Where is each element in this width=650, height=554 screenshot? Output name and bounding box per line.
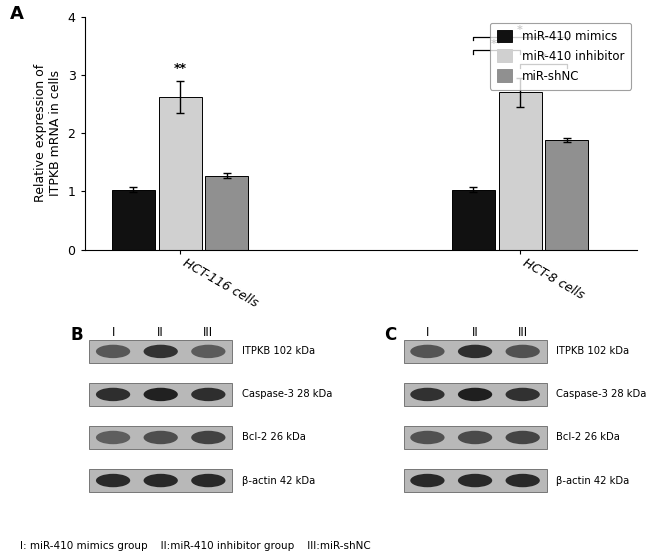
Text: B: B bbox=[70, 326, 83, 345]
Ellipse shape bbox=[96, 431, 130, 444]
Ellipse shape bbox=[191, 474, 226, 487]
Ellipse shape bbox=[458, 474, 492, 487]
Bar bbox=[89, 340, 232, 363]
Ellipse shape bbox=[144, 388, 178, 401]
Ellipse shape bbox=[191, 345, 226, 358]
Ellipse shape bbox=[410, 474, 445, 487]
Bar bbox=[205, 176, 248, 249]
Text: β-actin 42 kDa: β-actin 42 kDa bbox=[242, 475, 315, 485]
Ellipse shape bbox=[506, 388, 540, 401]
Bar bbox=[452, 189, 495, 249]
Text: *: * bbox=[517, 25, 523, 35]
Text: I: I bbox=[111, 326, 115, 340]
Ellipse shape bbox=[96, 388, 130, 401]
Bar bbox=[89, 469, 232, 492]
Bar bbox=[499, 93, 541, 249]
Ellipse shape bbox=[458, 345, 492, 358]
Ellipse shape bbox=[410, 431, 445, 444]
Ellipse shape bbox=[96, 474, 130, 487]
Bar bbox=[545, 140, 588, 249]
Text: II: II bbox=[472, 326, 478, 340]
Bar bbox=[112, 189, 155, 249]
Bar bbox=[89, 383, 232, 406]
Bar bbox=[404, 340, 547, 363]
Text: ITPKB 102 kDa: ITPKB 102 kDa bbox=[242, 346, 315, 356]
Text: Bcl-2 26 kDa: Bcl-2 26 kDa bbox=[242, 433, 306, 443]
Bar bbox=[159, 97, 202, 249]
Ellipse shape bbox=[506, 345, 540, 358]
Ellipse shape bbox=[410, 388, 445, 401]
Bar bbox=[404, 383, 547, 406]
Text: **: ** bbox=[174, 62, 187, 75]
Ellipse shape bbox=[96, 345, 130, 358]
Ellipse shape bbox=[144, 474, 178, 487]
Text: I: miR-410 mimics group    II:miR-410 inhibitor group    III:miR-shNC: I: miR-410 mimics group II:miR-410 inhib… bbox=[20, 541, 370, 551]
Text: III: III bbox=[517, 326, 528, 340]
Ellipse shape bbox=[458, 431, 492, 444]
Ellipse shape bbox=[144, 345, 178, 358]
Bar bbox=[404, 469, 547, 492]
Text: C: C bbox=[385, 326, 396, 345]
Text: I: I bbox=[426, 326, 429, 340]
Text: A: A bbox=[10, 5, 24, 23]
Text: Caspase-3 28 kDa: Caspase-3 28 kDa bbox=[556, 389, 646, 399]
Y-axis label: Relative expression of
ITPKB mRNA in cells: Relative expression of ITPKB mRNA in cel… bbox=[34, 64, 62, 202]
Legend: miR-410 mimics, miR-410 inhibitor, miR-shNC: miR-410 mimics, miR-410 inhibitor, miR-s… bbox=[489, 23, 631, 90]
Ellipse shape bbox=[506, 431, 540, 444]
Ellipse shape bbox=[506, 474, 540, 487]
Text: β-actin 42 kDa: β-actin 42 kDa bbox=[556, 475, 629, 485]
Text: Bcl-2 26 kDa: Bcl-2 26 kDa bbox=[556, 433, 620, 443]
Text: II: II bbox=[157, 326, 164, 340]
Bar bbox=[404, 427, 547, 449]
Ellipse shape bbox=[191, 388, 226, 401]
Ellipse shape bbox=[144, 431, 178, 444]
Ellipse shape bbox=[410, 345, 445, 358]
Ellipse shape bbox=[458, 388, 492, 401]
Bar bbox=[89, 427, 232, 449]
Text: **: ** bbox=[491, 39, 502, 49]
Text: *: * bbox=[541, 53, 547, 63]
Text: ITPKB 102 kDa: ITPKB 102 kDa bbox=[556, 346, 629, 356]
Ellipse shape bbox=[191, 431, 226, 444]
Text: Caspase-3 28 kDa: Caspase-3 28 kDa bbox=[242, 389, 332, 399]
Text: III: III bbox=[203, 326, 213, 340]
